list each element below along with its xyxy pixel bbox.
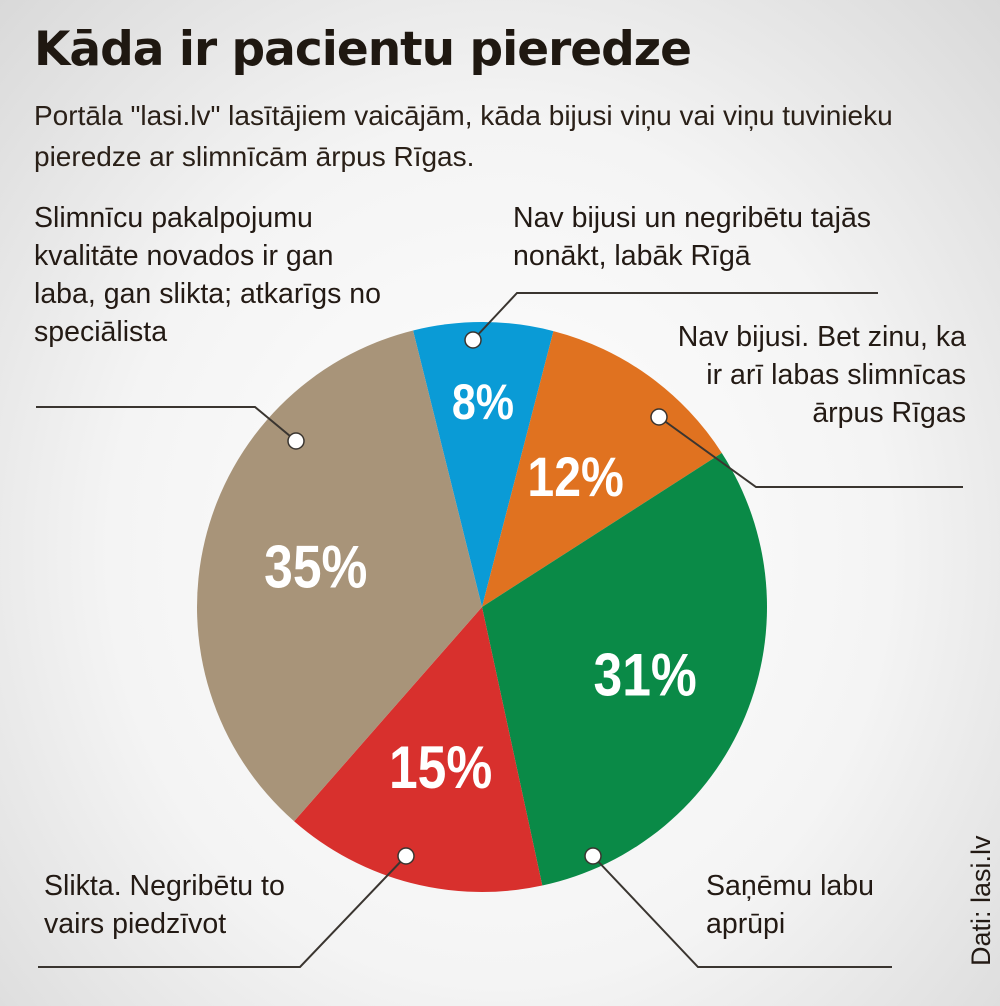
- leader-good-hospitals-exist-line: [658, 416, 963, 488]
- leader-good-care-dot: [584, 847, 602, 865]
- slice-good-hospitals-exist: [482, 331, 722, 607]
- callout-prefer-riga: Nav bijusi un negribētu tajās nonākt, la…: [513, 202, 872, 272]
- callout-bad-experience: Slikta. Negribētu to vairs piedzīvot: [44, 870, 285, 940]
- leader-prefer-riga-dot: [464, 331, 482, 349]
- callout-good-hospitals-exist: Nav bijusi. Bet zinu, ka ir arī labas sl…: [677, 321, 966, 429]
- slice-good-care: [482, 452, 767, 886]
- slice-bad-experience: [294, 607, 543, 892]
- data-source: Dati: lasi.lv: [966, 835, 996, 966]
- chart-title: Kāda ir pacientu pieredze: [34, 22, 692, 77]
- slice-mixed-quality: [197, 330, 482, 822]
- callout-mixed-quality: Slimnīcu pakalpojumu kvalitāte novados i…: [34, 202, 381, 348]
- slice-prefer-riga: [413, 322, 554, 607]
- pct-label-bad-experience: 15%: [389, 733, 492, 801]
- leader-mixed-quality-line: [36, 406, 297, 442]
- pct-label-mixed-quality: 35%: [264, 533, 367, 601]
- leader-bad-experience-line: [38, 855, 407, 968]
- pct-label-good-hospitals-exist: 12%: [527, 447, 623, 509]
- leader-mixed-quality-dot: [287, 432, 305, 450]
- leader-bad-experience-dot: [397, 847, 415, 865]
- pct-label-prefer-riga: 8%: [452, 374, 514, 430]
- leader-good-care-line: [592, 855, 892, 968]
- leader-good-hospitals-exist-dot: [650, 408, 668, 426]
- pct-label-good-care: 31%: [594, 641, 697, 709]
- chart-subtitle: Portāla "lasi.lv" lasītājiem vaicājām, k…: [34, 100, 893, 172]
- callout-good-care: Saņēmu labu aprūpi: [706, 870, 874, 940]
- leader-prefer-riga-line: [472, 292, 878, 341]
